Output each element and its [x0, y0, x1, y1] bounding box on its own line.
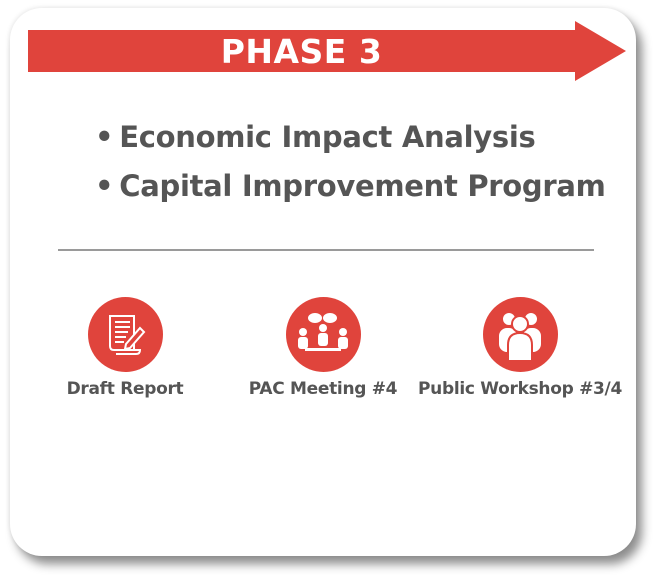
divider — [58, 249, 594, 251]
milestone-label: PAC Meeting #4 — [248, 379, 398, 399]
milestone-public-workshop: Public Workshop #3/4 — [400, 297, 640, 399]
task-item: • Capital Improvement Program — [95, 167, 606, 216]
bullet: • — [95, 169, 114, 203]
phase-title: PHASE 3 — [220, 32, 383, 71]
task-text: Economic Impact Analysis — [119, 120, 536, 154]
document-pen-icon — [87, 297, 163, 372]
task-list: • Economic Impact Analysis • Capital Impro… — [95, 118, 606, 216]
people-group-icon — [482, 297, 558, 372]
milestone-label: Public Workshop #3/4 — [418, 379, 622, 399]
task-item: • Economic Impact Analysis — [95, 118, 606, 167]
task-text: Capital Improvement Program — [119, 169, 606, 203]
meeting-icon — [285, 297, 361, 372]
bullet: • — [95, 120, 114, 154]
phase-card — [10, 8, 636, 556]
milestone-label: Draft Report — [66, 379, 184, 399]
arrow-banner-icon — [28, 21, 626, 81]
milestone-draft-report: Draft Report — [5, 297, 245, 399]
milestone-pac-meeting: PAC Meeting #4 — [203, 297, 443, 399]
